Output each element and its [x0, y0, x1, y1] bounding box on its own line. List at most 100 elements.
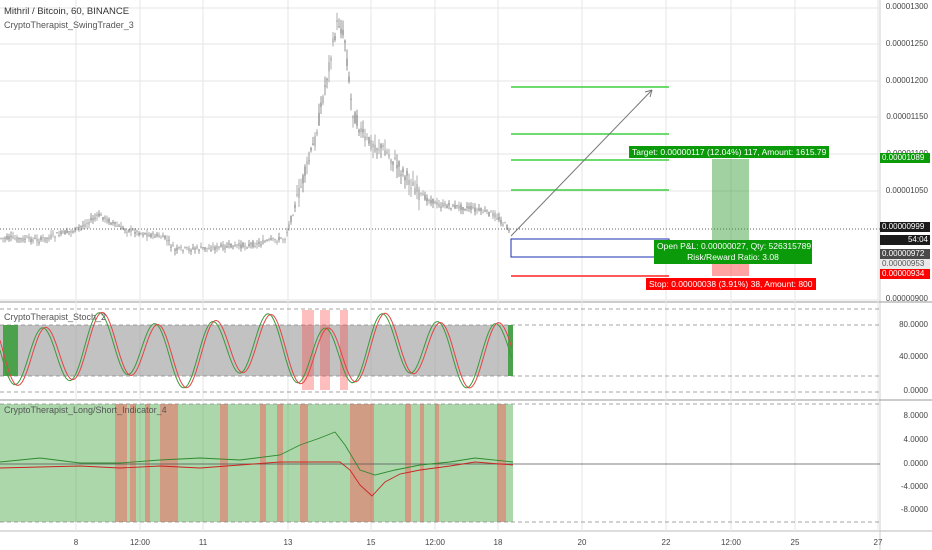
- trade-drawings[interactable]: [510, 86, 749, 277]
- candle-body: [176, 247, 178, 251]
- stoch-k-line: [0, 312, 513, 389]
- candle-body: [436, 201, 438, 206]
- target-label[interactable]: Target: 0.00000117 (12.04%) 117, Amount:…: [629, 146, 830, 158]
- candle-body: [190, 250, 192, 252]
- candle-body: [196, 246, 198, 249]
- stoch-red-zone: [340, 310, 348, 390]
- candle-body: [136, 230, 138, 233]
- candle-body: [506, 224, 508, 230]
- candle-body: [284, 239, 286, 241]
- time-tick: 27: [873, 538, 883, 547]
- candle-body: [90, 217, 92, 221]
- candle-body: [102, 217, 104, 220]
- ls-short-zone: [300, 404, 308, 522]
- candle-body: [350, 98, 352, 100]
- candle-body: [500, 219, 502, 224]
- candle-body: [322, 96, 324, 104]
- candle-body: [452, 204, 454, 207]
- pnl-box[interactable]: Open P&L: 0.00000027, Qty: 526315789 Ris…: [654, 240, 812, 264]
- candle-body: [120, 225, 122, 230]
- candle-body: [278, 237, 280, 240]
- candle-body: [204, 247, 206, 250]
- candle-body: [402, 168, 404, 172]
- time-tick: 15: [366, 538, 376, 547]
- candle-body: [270, 238, 272, 240]
- candle-body: [306, 161, 308, 165]
- candle-body: [92, 218, 94, 221]
- candle-body: [10, 235, 12, 237]
- entry-price-tag: 0.00000972: [880, 249, 930, 259]
- candle-body: [110, 222, 112, 225]
- candle-body: [490, 211, 492, 213]
- candle-body: [264, 241, 266, 243]
- ls-short-zone: [145, 404, 150, 522]
- stoch-tick: 80.0000: [899, 320, 928, 329]
- candle-body: [4, 237, 6, 239]
- candle-body: [192, 247, 194, 249]
- candle-body: [408, 180, 410, 185]
- candle-body: [374, 144, 376, 152]
- time-tick: 25: [790, 538, 800, 547]
- candle-body: [202, 247, 204, 249]
- candle-body: [316, 131, 318, 135]
- candle-body: [364, 136, 366, 141]
- candle-body: [150, 233, 152, 238]
- arrow-head: [644, 89, 653, 98]
- candle-body: [466, 206, 468, 208]
- candle-body: [208, 247, 210, 250]
- ls-tick: -8.0000: [900, 505, 928, 514]
- candle-body: [30, 238, 32, 243]
- candle-body: [26, 237, 28, 239]
- projection-arrow: [510, 89, 653, 237]
- time-tick: 22: [661, 538, 671, 547]
- candle-body: [164, 235, 166, 239]
- candle-body: [348, 76, 350, 82]
- ls-short-zone: [160, 404, 178, 522]
- candle-body: [238, 243, 240, 247]
- candle-body: [386, 151, 388, 154]
- candle-body: [86, 222, 88, 225]
- candle-body: [40, 236, 42, 241]
- candle-body: [366, 137, 368, 139]
- candle-body: [286, 232, 288, 234]
- ls-short-zone: [497, 404, 506, 522]
- candle-body: [246, 247, 248, 249]
- candle-body: [434, 200, 436, 205]
- candle-body: [298, 187, 300, 199]
- candle-body: [464, 209, 466, 211]
- candle-body: [334, 35, 336, 41]
- candle-body: [300, 186, 302, 188]
- candle-body: [122, 227, 124, 229]
- stoch-signal-block: [508, 325, 513, 376]
- candle-body: [18, 237, 20, 240]
- candle-body: [76, 226, 78, 228]
- candle-body: [414, 187, 416, 195]
- ls-long-line: [0, 431, 514, 476]
- countdown-tag: 54:04: [880, 235, 930, 245]
- candle-body: [250, 243, 252, 245]
- candle-body: [360, 127, 362, 133]
- candle-body: [340, 28, 342, 34]
- candle-body: [382, 145, 384, 147]
- candle-body: [188, 248, 190, 252]
- candle-body: [96, 214, 98, 217]
- candle-body: [156, 234, 158, 236]
- candle-body: [24, 238, 26, 240]
- ls-short-zone: [130, 404, 136, 522]
- candle-body: [272, 237, 274, 239]
- candle-body: [380, 144, 382, 149]
- candle-body: [330, 57, 332, 62]
- candle-body: [42, 237, 44, 239]
- candle-body: [144, 232, 146, 235]
- candle-body: [480, 208, 482, 211]
- candle-body: [404, 176, 406, 181]
- candle-body: [168, 239, 170, 241]
- candle-body: [438, 203, 440, 207]
- candle-body: [146, 233, 148, 237]
- candle-body: [222, 244, 224, 250]
- candle-body: [244, 245, 246, 247]
- candle-body: [46, 237, 48, 239]
- stop-label[interactable]: Stop: 0.00000038 (3.91%) 38, Amount: 800: [646, 278, 816, 290]
- candle-body: [220, 244, 222, 247]
